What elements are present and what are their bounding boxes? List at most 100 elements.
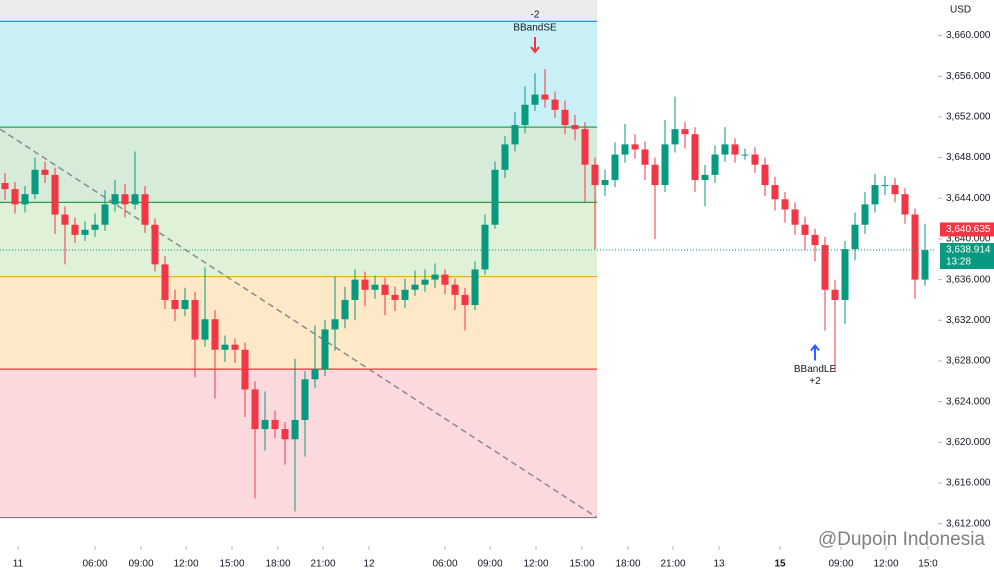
candle-body [81, 229, 89, 235]
candle-body [571, 125, 579, 130]
signal-arrow [810, 343, 820, 361]
candle-body [291, 419, 299, 440]
candle-body [341, 299, 349, 320]
candle-body [901, 194, 909, 215]
candle-body [741, 154, 749, 156]
y-tick-label: 3,636.000 [946, 274, 991, 285]
top-zone [0, 0, 597, 22]
currency: USD [950, 5, 971, 16]
candle-body [671, 129, 679, 145]
x-tick-label: 09:00 [828, 559, 853, 570]
candle-body [521, 104, 529, 126]
price-label: 3,640.635 [946, 224, 991, 235]
candle-body [691, 134, 699, 180]
candle-body [301, 379, 309, 420]
x-tick-label: 21:00 [310, 559, 335, 570]
candle-body [331, 319, 339, 330]
candle-body [711, 154, 719, 175]
candle-body [581, 129, 589, 165]
candle-body [491, 169, 499, 225]
candle-body [841, 249, 849, 300]
x-tick-label: 12:00 [173, 559, 198, 570]
candle-body [371, 284, 379, 290]
candle-body [771, 185, 779, 200]
candle-body [111, 194, 119, 205]
x-tick-label: 15:00 [219, 559, 244, 570]
candle-body [821, 245, 829, 290]
candle-body [171, 299, 179, 310]
candle-body [51, 174, 59, 215]
candle-body [661, 144, 669, 186]
candle-body [611, 154, 619, 180]
x-tick-label: 06:00 [82, 559, 107, 570]
candle-body [201, 319, 209, 340]
y-tick-label: 3,648.000 [946, 152, 991, 163]
candle-body [421, 279, 429, 285]
y-tick-label: 3,624.000 [946, 396, 991, 407]
x-tick-label: 12 [363, 559, 375, 570]
x-tick-label: 15:00 [569, 559, 594, 570]
y-tick-label: 3,640.000 [946, 234, 991, 245]
candle-body [731, 144, 739, 155]
candle-body [151, 224, 159, 265]
candle-body [861, 204, 869, 225]
x-tick-label: 18:00 [265, 559, 290, 570]
x-tick-label: 12:00 [523, 559, 548, 570]
candle-body [561, 109, 569, 126]
y-tick-label: 3,632.000 [946, 315, 991, 326]
y-tick-label: 3,628.000 [946, 356, 991, 367]
price-label-box [940, 222, 994, 237]
candle-body [221, 344, 229, 350]
candle-body [91, 224, 99, 230]
x-tick-label: 06:00 [432, 559, 457, 570]
x-tick-label: 09:00 [128, 559, 153, 570]
candle-body [451, 284, 459, 295]
signal-qty: -2 [531, 10, 540, 21]
price-label-box [940, 242, 994, 269]
signal-label: BBandSE [513, 23, 557, 34]
candle-body [641, 149, 649, 165]
candle-body [461, 294, 469, 306]
candle-body [101, 204, 109, 225]
candle-body [141, 194, 149, 225]
candle-body [621, 144, 629, 155]
candle-body [511, 125, 519, 145]
candle-body [21, 194, 29, 205]
candle-body [211, 319, 219, 350]
zone [0, 21, 597, 128]
candle-body [681, 129, 689, 135]
y-tick-label: 3,660.000 [946, 30, 991, 41]
candle-body [891, 185, 899, 195]
candle-body [851, 224, 859, 250]
candle-body [131, 194, 139, 205]
x-tick-label: 11 [13, 559, 24, 570]
candle-body [801, 224, 809, 235]
candle-body [871, 185, 879, 205]
candle-body [721, 144, 729, 155]
candle-body [381, 284, 389, 295]
candle-body [271, 419, 279, 430]
price-label: 3,638.914 [946, 245, 991, 256]
countdown: 13:28 [946, 257, 971, 268]
candle-body [161, 264, 169, 300]
y-tick-label: 3,652.000 [946, 112, 991, 123]
candle-body [121, 194, 129, 205]
y-tick-label: 3,656.000 [946, 71, 991, 82]
candle-body [181, 299, 189, 310]
signal-label: BBandLE [794, 364, 837, 375]
candle-body [361, 279, 369, 290]
x-tick-label: 15 [774, 559, 786, 570]
candle-body [531, 94, 539, 105]
x-tick-label: 21:00 [660, 559, 685, 570]
candle-body [251, 389, 259, 430]
candle-body [191, 299, 199, 340]
candle-body [231, 344, 239, 350]
candle-body [761, 164, 769, 186]
candle-body [631, 144, 639, 150]
candle-body [831, 289, 839, 300]
candle-body [311, 369, 319, 380]
candle-body [911, 214, 919, 280]
candle-body [541, 94, 549, 100]
candle-body [791, 209, 799, 225]
